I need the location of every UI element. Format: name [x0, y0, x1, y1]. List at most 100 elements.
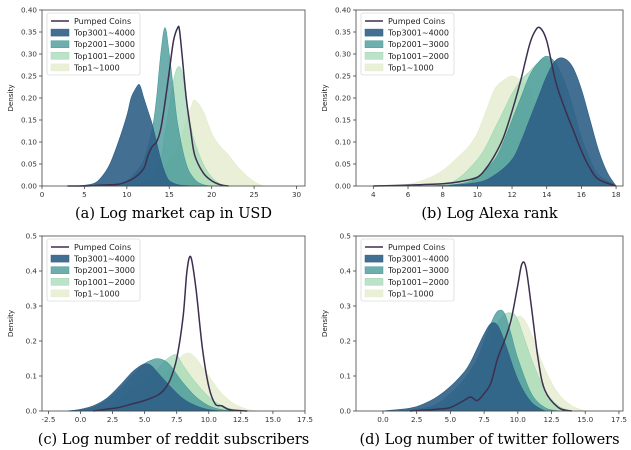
x-tick-label: 18 [611, 190, 621, 199]
x-tick-label: 6 [406, 190, 411, 199]
panel-twitter-followers: 0.0 2.5 5.0 7.5 10.0 12.5 15.0 17.5 0.0 0.1 0.2 0.3… [320, 232, 627, 449]
x-tick-label: 0.0 [75, 415, 87, 424]
panel-caption: (a) Log market cap in USD [75, 206, 272, 222]
x-tick-label: 17.5 [297, 415, 313, 424]
legend-swatch-top1-1000 [50, 289, 70, 298]
y-tick-label: 0.25 [335, 72, 351, 81]
x-tick-label: 2.5 [411, 415, 422, 424]
x-tick-label: 15.0 [265, 415, 281, 424]
y-tick-label: 0.1 [340, 372, 351, 381]
legend-label-top2001-3000: Top2001~3000 [387, 266, 449, 275]
y-tick-label: 0.3 [340, 302, 351, 311]
y-tick-label: 0.40 [335, 6, 351, 15]
legend-label-top2001-3000: Top2001~3000 [73, 40, 135, 49]
y-axis-label: Density [320, 309, 329, 337]
x-tick-label: 12 [507, 190, 516, 199]
x-tick-label: 5.0 [445, 415, 457, 424]
x-tick-label: 25 [250, 190, 259, 199]
y-tick-label: 0.30 [335, 50, 351, 59]
legend-label-top1001-2000: Top1001~2000 [387, 278, 449, 287]
panel-caption: (c) Log number of reddit subscribers [38, 432, 309, 448]
y-tick-label: 0.15 [335, 116, 351, 125]
legend-label-top3001-4000: Top3001~4000 [387, 29, 449, 38]
legend-label-pumped-coins: Pumped Coins [388, 17, 445, 26]
legend-swatch-top1001-2000 [364, 278, 384, 286]
legend-label-top1-1000: Top1~1000 [387, 63, 434, 72]
legend-swatch-top1-1000 [364, 289, 384, 298]
legend-swatch-top1001-2000 [50, 278, 70, 286]
x-tick-label: 10.0 [201, 415, 217, 424]
x-tick-label: 20 [207, 190, 217, 199]
x-tick-label: 5 [82, 190, 87, 199]
x-tick-label: 14 [542, 190, 552, 199]
y-tick-label: 0.1 [26, 372, 37, 381]
y-axis-label: Density [320, 84, 329, 112]
x-tick-label: 30 [292, 190, 302, 199]
x-tick-label: 7.5 [171, 415, 182, 424]
axes-frame [355, 235, 624, 412]
y-tick-label: 0.0 [26, 407, 38, 416]
legend-label-pumped-coins: Pumped Coins [74, 243, 131, 252]
y-tick-label: 0.00 [21, 182, 37, 191]
legend-label-top3001-4000: Top3001~4000 [73, 29, 135, 38]
x-tick-label: 10 [473, 190, 483, 199]
y-tick-label: 0.35 [335, 28, 351, 37]
y-tick-label: 0.2 [340, 337, 351, 346]
x-tick-label: 0 [40, 190, 45, 199]
legend-label-top1001-2000: Top1001~2000 [387, 52, 449, 61]
y-tick-label: 0.30 [21, 50, 37, 59]
density-line-pumped-coins [67, 25, 229, 187]
y-tick-label: 0.00 [335, 182, 351, 191]
y-tick-label: 0.35 [21, 28, 37, 37]
x-tick-label: 12.5 [233, 415, 249, 424]
y-tick-label: 0.0 [340, 407, 352, 416]
legend-swatch-top1-1000 [364, 63, 384, 72]
legend-label-top1-1000: Top1~1000 [73, 289, 120, 298]
y-tick-label: 0.4 [26, 267, 38, 276]
legend-swatch-top1-1000 [50, 63, 70, 72]
legend-box [46, 238, 141, 302]
x-tick-label: 10.0 [510, 415, 526, 424]
x-tick-label: 8 [440, 190, 445, 199]
legend-label-pumped-coins: Pumped Coins [74, 17, 131, 26]
x-tick-label: 2.5 [107, 415, 118, 424]
x-tick-label: 16 [577, 190, 587, 199]
x-tick-label: 7.5 [478, 415, 489, 424]
density-line-pumped-coins [409, 261, 572, 412]
density-area-top3001-4000 [67, 363, 222, 412]
density-area-top3001-4000 [382, 322, 546, 412]
legend-box [360, 12, 455, 76]
density-area-top3001-4000 [75, 84, 195, 187]
legend-swatch-top2001-3000 [50, 266, 70, 274]
y-tick-label: 0.15 [21, 116, 37, 125]
axes-frame [41, 235, 306, 412]
legend-swatch-top2001-3000 [364, 40, 384, 48]
legend-label-top1001-2000: Top1001~2000 [73, 52, 135, 61]
legend-swatch-top1001-2000 [364, 52, 384, 60]
y-tick-label: 0.25 [21, 72, 37, 81]
panel-caption: (d) Log number of twitter followers [359, 432, 619, 448]
legend-label-top3001-4000: Top3001~4000 [387, 255, 449, 264]
legend-swatch-top2001-3000 [364, 266, 384, 274]
y-axis-label: Density [6, 309, 15, 337]
y-tick-label: 0.20 [21, 94, 37, 103]
legend-swatch-top3001-4000 [364, 254, 384, 263]
x-tick-label: 5.0 [139, 415, 151, 424]
y-tick-label: 0.5 [340, 232, 351, 241]
x-tick-label: 17.5 [611, 415, 627, 424]
legend-swatch-top2001-3000 [50, 40, 70, 48]
legend-box [360, 238, 455, 302]
density-line-pumped-coins [93, 255, 248, 412]
y-tick-label: 0.5 [26, 232, 37, 241]
panel-caption: (b) Log Alexa rank [421, 206, 557, 222]
y-tick-label: 0.10 [335, 138, 351, 147]
legend-label-top3001-4000: Top3001~4000 [73, 255, 135, 264]
y-tick-label: 0.10 [21, 138, 37, 147]
legend-box [46, 12, 141, 76]
legend-swatch-top3001-4000 [50, 28, 70, 37]
legend-label-top2001-3000: Top2001~3000 [387, 40, 449, 49]
y-tick-label: 0.05 [335, 160, 351, 169]
density-line-pumped-coins [373, 26, 617, 187]
y-tick-label: 0.3 [26, 302, 37, 311]
